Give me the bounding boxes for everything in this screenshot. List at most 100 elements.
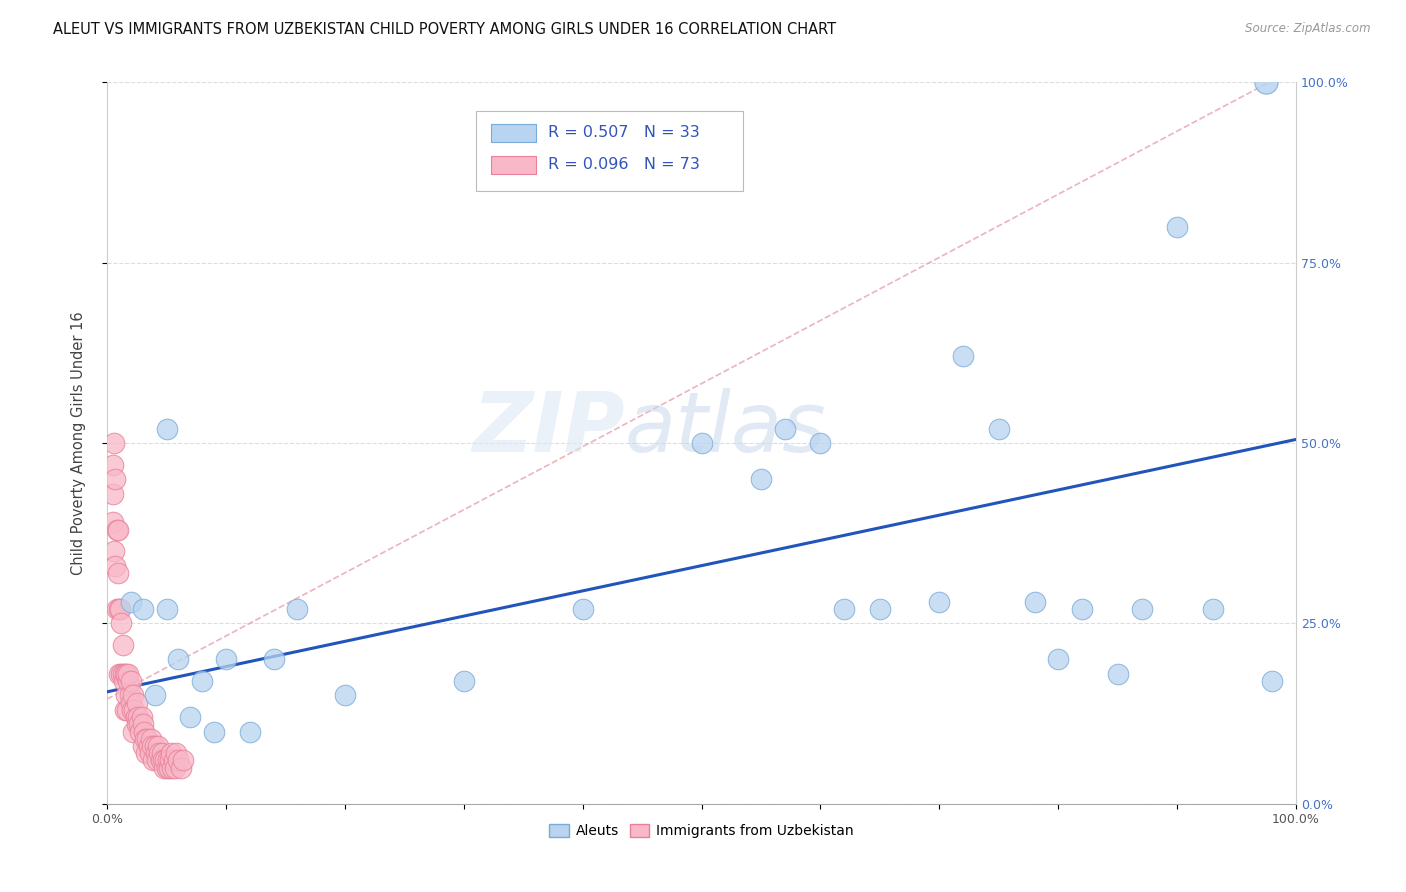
Point [142,753,165,767]
Point [127,710,149,724]
Point [148,739,170,753]
Point [163,753,186,767]
Point [170,760,193,774]
Point [128,717,150,731]
Point [157,760,180,774]
FancyBboxPatch shape [491,156,536,174]
Point [155,760,177,774]
Point [263,652,285,666]
Point [129,724,152,739]
Point [143,689,166,703]
Text: Source: ZipAtlas.com: Source: ZipAtlas.com [1246,22,1371,36]
Point [191,673,214,688]
Point [115,666,138,681]
Point [167,753,190,767]
Point [285,602,308,616]
Point [773,422,796,436]
Point [149,753,172,767]
Point [112,673,135,688]
Point [132,739,155,753]
Point [108,602,131,616]
Point [114,666,136,681]
Point [108,666,131,681]
Point [172,753,194,767]
Point [150,746,173,760]
Point [1166,219,1188,234]
Text: ZIP: ZIP [471,388,624,469]
Point [136,731,159,746]
Point [105,523,128,537]
FancyBboxPatch shape [491,124,536,143]
Point [155,422,177,436]
Point [165,746,187,760]
Point [148,746,170,760]
Point [333,689,356,703]
Point [138,739,160,753]
Point [132,717,155,731]
Point [117,703,139,717]
Point [1261,673,1284,688]
Point [122,689,145,703]
Point [110,666,132,681]
Point [120,696,142,710]
Point [124,710,146,724]
Point [101,486,124,500]
Point [132,602,155,616]
Point [1130,602,1153,616]
Point [141,739,163,753]
Point [1071,602,1094,616]
Point [1047,652,1070,666]
Point [111,666,134,681]
FancyBboxPatch shape [475,112,744,191]
Point [107,523,129,537]
Point [125,696,148,710]
Text: atlas: atlas [624,388,825,469]
Point [1024,595,1046,609]
Point [110,616,132,631]
Point [146,753,169,767]
Point [453,673,475,688]
Point [111,638,134,652]
Point [120,595,142,609]
Point [202,724,225,739]
Point [101,516,124,530]
Point [105,602,128,616]
Point [215,652,238,666]
Point [832,602,855,616]
Point [987,422,1010,436]
Point [125,717,148,731]
Point [117,666,139,681]
Text: R = 0.096   N = 73: R = 0.096 N = 73 [548,157,700,172]
Point [571,602,593,616]
Point [107,566,129,580]
Point [135,746,157,760]
Point [120,673,142,688]
Point [155,753,177,767]
Point [131,710,153,724]
Point [1256,75,1278,89]
Point [239,724,262,739]
Point [869,602,891,616]
Point [139,731,162,746]
Point [167,652,190,666]
Point [124,703,146,717]
Point [145,746,167,760]
Point [749,472,772,486]
Point [104,558,127,573]
Point [122,724,145,739]
Point [160,746,183,760]
Point [179,710,201,724]
Point [103,544,125,558]
Point [115,689,138,703]
Point [810,436,832,450]
Point [101,458,124,472]
Point [1202,602,1225,616]
Point [117,673,139,688]
Point [121,703,143,717]
Point [118,689,141,703]
Point [155,602,177,616]
Point [952,350,974,364]
Point [132,724,155,739]
Point [139,746,162,760]
Point [114,703,136,717]
